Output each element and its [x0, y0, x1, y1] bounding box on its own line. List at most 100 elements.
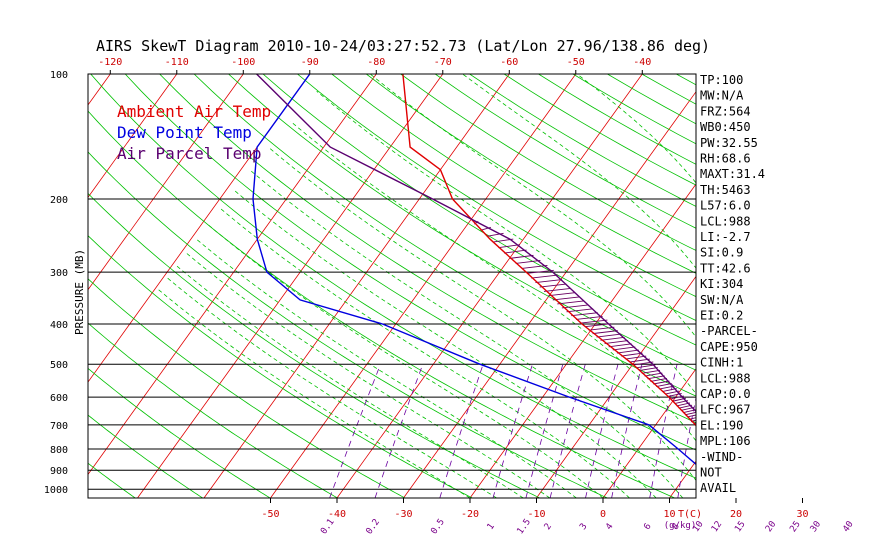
cape-hatch — [531, 274, 558, 279]
cape-hatch — [751, 483, 752, 486]
cape-hatch — [571, 312, 598, 317]
cape-hatch — [629, 358, 651, 363]
moist-adiabat-line — [268, 146, 696, 481]
dry-adiabat-line — [434, 74, 696, 229]
index-entry: MW:N/A — [700, 89, 744, 103]
isotherm-line — [403, 91, 696, 498]
chart-title: AIRS SkewT Diagram 2010-10-24/03:27:52.7… — [96, 37, 710, 55]
y-axis-label: PRESSURE (MB) — [73, 249, 86, 335]
isotherm-line — [270, 74, 577, 498]
legend: Ambient Air Temp Dew Point Temp Air Parcel… — [117, 102, 271, 163]
mixing-ratio-label: 6 — [642, 522, 653, 532]
dry-adiabat-line — [88, 235, 473, 498]
cape-hatch — [653, 380, 670, 385]
index-entry: CAPE:950 — [700, 340, 758, 354]
cape-hatch — [647, 375, 665, 380]
mixing-ratio-line — [525, 364, 564, 498]
series-line — [252, 74, 696, 466]
cape-hatch — [596, 333, 622, 338]
cape-hatch — [503, 249, 527, 254]
isotherm-line — [88, 74, 377, 476]
mixing-ratio-line — [549, 364, 586, 498]
index-entry: L57:6.0 — [700, 199, 751, 213]
cape-hatch — [744, 478, 747, 481]
dry-adiabat-line — [88, 414, 203, 498]
mixing-ratio-label: 0.2 — [365, 517, 383, 536]
index-entry: MAXT:31.4 — [700, 167, 765, 181]
bottom-temp-tick-label: -20 — [461, 509, 479, 520]
index-entry: WB0:450 — [700, 120, 751, 134]
moist-adiabat-line — [157, 288, 471, 498]
mixing-ratio-line — [797, 364, 812, 498]
bottom-temp-tick-label: 30 — [796, 509, 808, 520]
cape-hatch — [727, 464, 735, 467]
cape-hatch — [638, 367, 658, 372]
cape-hatch — [644, 372, 663, 377]
cape-hatch — [687, 414, 696, 418]
isotherm-line — [88, 74, 111, 106]
cape-hatch — [557, 300, 584, 305]
moist-adiabat-line — [167, 277, 497, 498]
mixing-ratio-label: 30 — [809, 520, 823, 535]
cape-hatch — [521, 265, 548, 269]
profile-curves — [252, 74, 696, 466]
legend-entry: Dew Point Temp — [117, 123, 252, 142]
cape-hatch — [584, 323, 612, 328]
cape-hatch — [604, 340, 629, 345]
cape-hatch — [575, 315, 603, 320]
cape-hatch — [736, 472, 741, 475]
mixing-ratio-line — [439, 364, 484, 498]
top-temp-tick-label: -100 — [231, 57, 255, 68]
dry-adiabat-line — [262, 74, 696, 346]
index-entry: LFC:967 — [700, 403, 751, 417]
cape-hatch — [566, 308, 594, 313]
dry-adiabat-line — [88, 151, 608, 498]
mixing-ratio-line — [677, 395, 696, 498]
bottom-temp-tick-label: -40 — [328, 509, 346, 520]
index-entry: FRZ:564 — [700, 104, 751, 118]
cape-hatch — [747, 480, 749, 483]
pressure-tick-label: 400 — [50, 320, 68, 331]
series-line — [256, 74, 696, 413]
pressure-tick-label: 1000 — [44, 485, 68, 496]
index-entry: EL:190 — [700, 418, 743, 432]
pressure-tick-label: 700 — [50, 421, 68, 432]
pressure-tick-label: 300 — [50, 268, 68, 279]
moist-adiabat-line — [196, 238, 577, 498]
isotherm-line — [602, 368, 696, 498]
mixing-ratio-line — [611, 364, 643, 498]
cape-hatch — [527, 269, 554, 274]
cape-hatch — [552, 296, 580, 301]
cape-shading — [474, 220, 752, 486]
index-entry: TT:42.6 — [700, 261, 751, 275]
cape-hatch — [728, 466, 735, 469]
cape-hatch — [535, 279, 563, 284]
dry-adiabat-line — [193, 74, 696, 397]
mixing-ratio-label: 8 — [671, 522, 682, 532]
index-entry: RH:68.6 — [700, 152, 751, 166]
dry-adiabat-line — [88, 278, 406, 498]
dry-adiabat-line — [124, 74, 696, 451]
mixing-ratio-line — [585, 364, 619, 498]
index-entry: PW:32.55 — [700, 136, 758, 150]
mixing-ratio-line — [374, 364, 424, 498]
temp-unit-label: T(C) — [678, 509, 702, 520]
index-entry: CAP:0.0 — [700, 387, 751, 401]
isotherm-line — [536, 275, 696, 498]
dry-adiabat-line — [88, 462, 136, 498]
cape-hatch — [641, 369, 661, 374]
bottom-temp-tick-label: -30 — [394, 509, 412, 520]
index-entry: SW:N/A — [700, 293, 744, 307]
index-entry: MPL:106 — [700, 434, 751, 448]
cape-hatch — [498, 244, 520, 249]
dry-adiabat-line — [366, 74, 696, 274]
index-entry: TH:5463 — [700, 183, 751, 197]
index-entry: KI:304 — [700, 277, 743, 291]
dry-adiabat-line — [88, 192, 540, 498]
isotherm-line — [803, 74, 870, 498]
mixing-ratio-label: 25 — [788, 520, 802, 535]
top-temp-tick-label: -50 — [567, 57, 585, 68]
index-entry: -WIND- — [700, 450, 743, 464]
